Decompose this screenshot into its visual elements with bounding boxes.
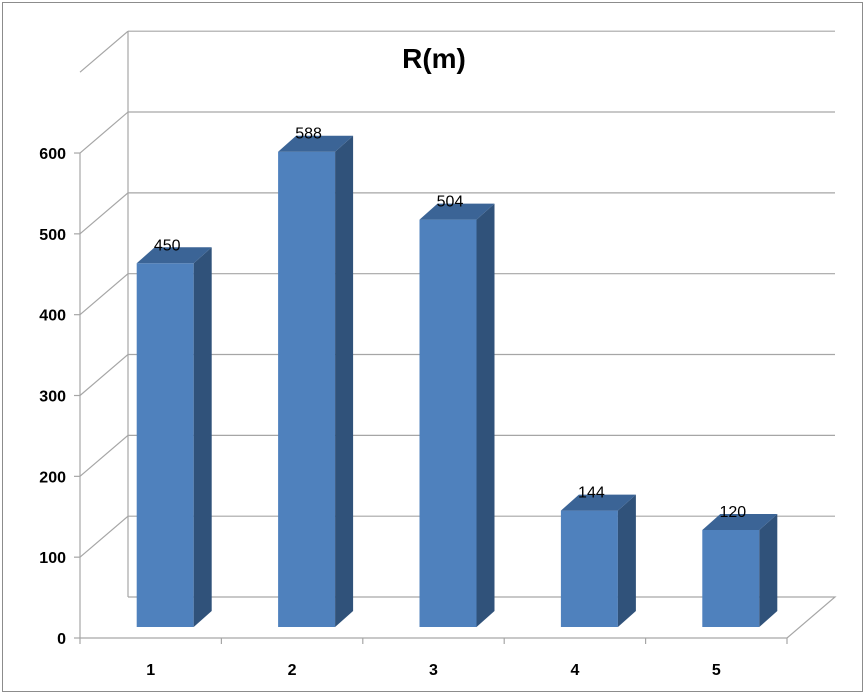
y-tick-label: 500: [39, 227, 66, 244]
bar-top: [560, 494, 636, 511]
bar: [560, 494, 636, 627]
bar-top: [136, 247, 212, 264]
bar-front: [419, 219, 477, 627]
y-tick-label: 300: [39, 389, 66, 406]
bar: [136, 247, 212, 627]
chart-title: R(m): [402, 43, 466, 74]
bar: [702, 514, 778, 627]
gridline-side: [79, 515, 129, 558]
bar-side: [759, 514, 778, 627]
x-tick-label: 4: [570, 662, 579, 679]
bar-side: [476, 203, 495, 627]
bar-front: [560, 510, 618, 627]
gridline-side: [79, 111, 129, 154]
y-tick-label: 0: [57, 631, 66, 648]
x-tick-label: 3: [429, 662, 438, 679]
data-label: 144: [578, 485, 605, 502]
chart-labels: 0 100 200 300 400 500 600 1 2 3 4 5 450 588 504 144 120: [39, 126, 746, 679]
chart-bars: [136, 135, 778, 627]
gridline-side: [79, 434, 129, 477]
data-label: 588: [295, 126, 322, 143]
x-tick-label: 2: [288, 662, 297, 679]
bar-side: [335, 135, 354, 627]
bar-front: [136, 263, 194, 627]
data-label: 120: [719, 504, 746, 521]
gridline-side: [79, 354, 129, 396]
bar-side: [617, 494, 636, 627]
gridline-side: [79, 30, 129, 73]
y-tick-label: 600: [39, 146, 66, 163]
bar-front: [702, 530, 760, 627]
bar-top: [419, 203, 495, 220]
bar-top: [278, 135, 354, 152]
data-label: 450: [154, 237, 181, 254]
bar: [278, 135, 354, 627]
gridline-side: [79, 273, 129, 316]
bar-front: [278, 151, 336, 627]
x-tick-label: 1: [146, 662, 155, 679]
y-tick-label: 400: [39, 308, 66, 325]
bar: [419, 203, 495, 627]
x-tick-label: 5: [712, 662, 721, 679]
bar-top: [702, 514, 778, 531]
gridline-side: [79, 192, 129, 235]
data-label: 504: [437, 194, 464, 211]
y-tick-label: 100: [39, 550, 66, 567]
chart-axes: [74, 152, 788, 644]
bar-side: [193, 247, 212, 627]
y-tick-label: 200: [39, 469, 66, 486]
